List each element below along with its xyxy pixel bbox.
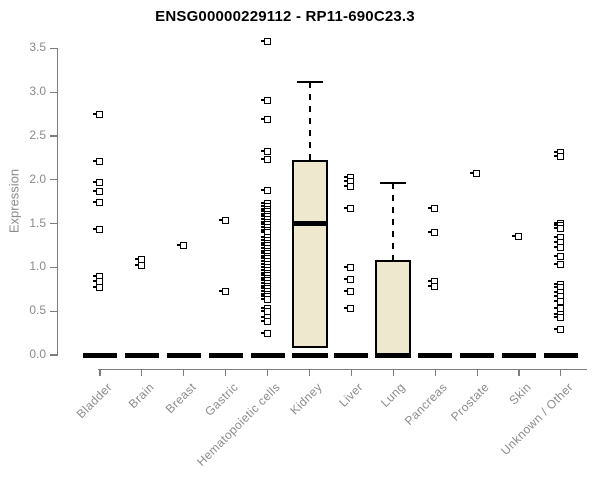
- outlier-point: [260, 38, 271, 46]
- y-tick-label: 2.5: [29, 127, 46, 142]
- chart-title: ENSG00000229112 - RP11-690C23.3: [155, 8, 415, 25]
- y-tick-label: 2.0: [29, 171, 46, 186]
- outlier-point: [344, 275, 355, 283]
- x-axis-tick: [350, 369, 352, 376]
- zero-bar: [250, 352, 285, 358]
- y-tick-label: 0.0: [29, 347, 46, 361]
- y-tick-label: 3.0: [29, 84, 46, 99]
- outlier-point: [93, 110, 103, 118]
- outlier-point: [512, 232, 522, 240]
- x-axis-tick: [518, 369, 520, 376]
- outlier-point: [428, 282, 439, 290]
- zero-bar: [418, 352, 453, 358]
- outlier-point: [260, 295, 271, 303]
- outlier-point: [344, 182, 355, 190]
- zero-bar: [291, 352, 328, 358]
- outlier-point: [93, 283, 103, 291]
- outlier-point: [344, 204, 355, 212]
- median-line: [291, 221, 328, 227]
- outlier-point: [344, 264, 355, 272]
- x-axis-tick: [99, 369, 101, 376]
- outlier-point: [93, 188, 103, 195]
- y-axis-tick: [50, 222, 57, 225]
- outlier-point: [553, 314, 564, 322]
- outlier-point: [553, 152, 564, 160]
- outlier-point: [260, 147, 271, 155]
- outlier-point: [428, 204, 439, 212]
- outlier-point: [93, 158, 103, 166]
- y-axis-tick: [50, 354, 57, 356]
- outlier-point: [470, 169, 481, 177]
- x-axis-tick: [225, 369, 227, 376]
- outlier-point: [260, 96, 271, 104]
- outlier-point: [260, 155, 271, 163]
- x-axis-tick: [141, 369, 143, 376]
- outlier-point: [553, 297, 564, 305]
- zero-bar: [543, 352, 578, 358]
- x-axis-tick: [434, 369, 436, 376]
- zero-bar: [375, 352, 412, 358]
- zero-bar: [83, 352, 117, 358]
- x-axis-tick: [308, 369, 311, 376]
- outlier-point: [553, 260, 564, 268]
- whisker-cap: [380, 182, 407, 185]
- outlier-point: [134, 261, 145, 269]
- y-tick-label: 1.0: [29, 259, 46, 274]
- y-axis-tick: [50, 310, 57, 312]
- outlier-point: [176, 242, 187, 250]
- x-axis-tick: [560, 369, 562, 376]
- zero-bar: [166, 352, 201, 358]
- outlier-point: [260, 187, 271, 195]
- outlier-point: [344, 304, 355, 312]
- y-axis-tick: [50, 266, 57, 268]
- y-tick-label: 3.5: [29, 40, 46, 55]
- zero-bar: [502, 352, 536, 358]
- outlier-point: [553, 326, 564, 334]
- x-axis-tick: [392, 369, 394, 376]
- y-tick-label: 1.5: [29, 215, 46, 230]
- outlier-point: [93, 199, 103, 207]
- outlier-point: [260, 317, 271, 325]
- zero-bar: [460, 352, 495, 358]
- outlier-point: [553, 252, 564, 260]
- upper-whisker: [392, 183, 395, 261]
- whisker-cap: [296, 80, 323, 83]
- outlier-point: [93, 179, 103, 187]
- zero-bar: [334, 352, 369, 358]
- zero-bar: [208, 352, 243, 358]
- y-axis-line: [57, 48, 59, 356]
- box: [291, 160, 328, 348]
- box: [375, 260, 412, 355]
- outlier-point: [218, 216, 229, 224]
- x-axis-tick: [267, 369, 269, 376]
- y-axis-tick: [50, 47, 57, 49]
- outlier-point: [553, 244, 564, 252]
- outlier-point: [260, 329, 271, 337]
- zero-bar: [124, 352, 159, 358]
- outlier-point: [93, 225, 103, 233]
- upper-whisker: [308, 81, 311, 161]
- outlier-point: [344, 287, 355, 295]
- x-axis-tick: [476, 369, 478, 376]
- outlier-point: [218, 287, 229, 295]
- x-axis-line: [97, 369, 587, 371]
- y-axis-tick: [50, 91, 57, 93]
- y-axis-tick: [50, 179, 57, 181]
- y-tick-label: 0.5: [29, 303, 46, 318]
- outlier-point: [553, 224, 564, 232]
- outlier-point: [260, 116, 271, 124]
- x-axis-tick: [183, 369, 185, 376]
- outlier-point: [428, 229, 439, 237]
- y-axis-tick: [50, 135, 57, 137]
